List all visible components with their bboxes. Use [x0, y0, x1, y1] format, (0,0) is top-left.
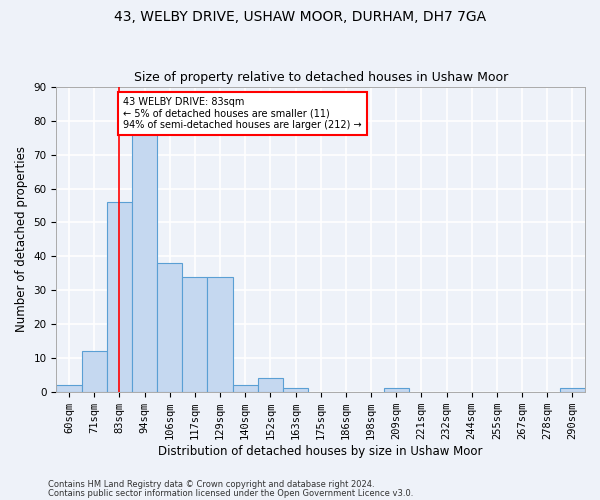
Title: Size of property relative to detached houses in Ushaw Moor: Size of property relative to detached ho…: [134, 72, 508, 85]
Bar: [233, 385, 258, 392]
Text: Contains public sector information licensed under the Open Government Licence v3: Contains public sector information licen…: [48, 488, 413, 498]
Bar: [258, 378, 283, 392]
Text: 43, WELBY DRIVE, USHAW MOOR, DURHAM, DH7 7GA: 43, WELBY DRIVE, USHAW MOOR, DURHAM, DH7…: [114, 10, 486, 24]
Bar: [208, 276, 233, 392]
Bar: [560, 388, 585, 392]
Bar: [107, 202, 132, 392]
Bar: [132, 134, 157, 392]
Bar: [182, 276, 208, 392]
Text: Contains HM Land Registry data © Crown copyright and database right 2024.: Contains HM Land Registry data © Crown c…: [48, 480, 374, 489]
Bar: [283, 388, 308, 392]
Bar: [56, 385, 82, 392]
X-axis label: Distribution of detached houses by size in Ushaw Moor: Distribution of detached houses by size …: [158, 444, 483, 458]
Bar: [157, 263, 182, 392]
Y-axis label: Number of detached properties: Number of detached properties: [15, 146, 28, 332]
Text: 43 WELBY DRIVE: 83sqm
← 5% of detached houses are smaller (11)
94% of semi-detac: 43 WELBY DRIVE: 83sqm ← 5% of detached h…: [123, 97, 362, 130]
Bar: [383, 388, 409, 392]
Bar: [82, 351, 107, 392]
